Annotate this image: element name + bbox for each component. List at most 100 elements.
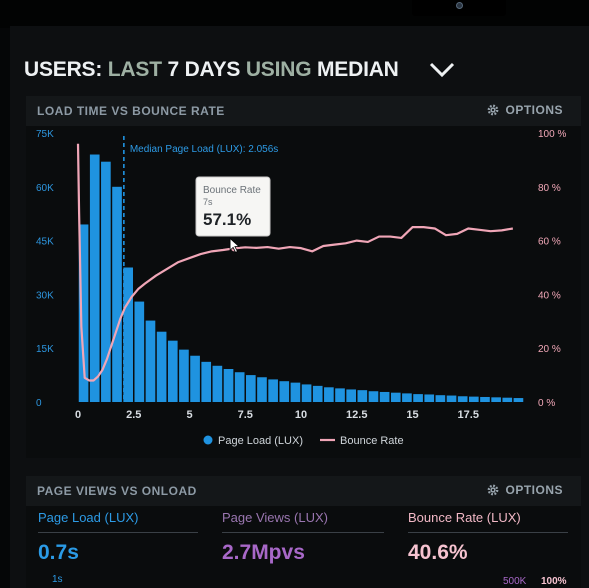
pageviews-options-button[interactable]: OPTIONS bbox=[487, 483, 563, 497]
bar-page-load[interactable] bbox=[190, 355, 200, 402]
kpi-page-views[interactable]: Page Views (LUX) 2.7Mpvs bbox=[222, 510, 384, 565]
bar-page-load[interactable] bbox=[134, 301, 145, 402]
y-right-tick-label: 60 % bbox=[538, 237, 561, 248]
bar-page-load[interactable] bbox=[324, 387, 334, 402]
kpi-value: 40.6% bbox=[408, 541, 468, 564]
y-left-tick-label: 45K bbox=[36, 237, 54, 248]
y-right-tick-label: 20 % bbox=[538, 344, 561, 355]
bar-page-load[interactable] bbox=[379, 391, 390, 402]
bar-page-load[interactable] bbox=[279, 381, 290, 402]
bar-page-load[interactable] bbox=[312, 385, 323, 402]
bar-page-load[interactable] bbox=[357, 390, 368, 402]
chart-panel-header: LOAD TIME VS BOUNCE RATE OPTIONS bbox=[26, 96, 581, 126]
legend-label-page-load[interactable]: Page Load (LUX) bbox=[218, 435, 303, 447]
bar-page-load[interactable] bbox=[246, 375, 256, 402]
y-right-tick-label: 100 % bbox=[538, 129, 566, 140]
chart-options-label: OPTIONS bbox=[505, 103, 563, 117]
footer-axis-label-rate: 100% bbox=[541, 576, 567, 587]
bar-page-load[interactable] bbox=[257, 377, 267, 402]
pageviews-options-label: OPTIONS bbox=[505, 483, 563, 497]
bar-page-load[interactable] bbox=[89, 154, 100, 402]
x-tick-label: 5 bbox=[186, 409, 192, 421]
tooltip-title: Bounce Rate bbox=[203, 185, 261, 196]
kpi-divider bbox=[222, 532, 384, 533]
bar-page-load[interactable] bbox=[179, 349, 189, 402]
x-tick-label: 17.5 bbox=[458, 409, 479, 421]
bar-page-load[interactable] bbox=[513, 398, 524, 402]
legend-label-bounce-rate[interactable]: Bounce Rate bbox=[340, 435, 404, 447]
bar-page-load[interactable] bbox=[112, 186, 122, 402]
y-left-tick-label: 60K bbox=[36, 183, 54, 194]
chart-panel-title: LOAD TIME VS BOUNCE RATE bbox=[37, 104, 225, 118]
bar-page-load[interactable] bbox=[167, 340, 178, 402]
kpi-divider bbox=[38, 532, 198, 533]
load-time-vs-bounce-rate-chart: 0 15K 30K 45K 60K 75K 0 % 20 % 40 % 60 % 80 % 100 … bbox=[36, 129, 566, 447]
bar-page-load[interactable] bbox=[335, 388, 345, 402]
kpi-value: 2.7Mpvs bbox=[222, 541, 305, 564]
legend-swatch-page-load bbox=[203, 435, 213, 445]
title-users: USERS: bbox=[24, 58, 103, 81]
x-tick-label: 2.5 bbox=[126, 409, 141, 421]
bar-page-load[interactable] bbox=[123, 267, 133, 403]
bar-page-load[interactable] bbox=[268, 379, 278, 402]
bar-page-load[interactable] bbox=[402, 393, 412, 402]
x-tick-label: 7.5 bbox=[238, 409, 253, 421]
y-left-tick-label: 30K bbox=[36, 290, 54, 301]
y-right-tick-label: 80 % bbox=[538, 183, 561, 194]
kpi-label: Page Views (LUX) bbox=[222, 510, 328, 525]
kpi-page-load[interactable]: Page Load (LUX) 0.7s bbox=[38, 510, 198, 565]
kpi-label: Page Load (LUX) bbox=[38, 510, 139, 525]
camera-icon bbox=[456, 2, 463, 9]
footer-axis-label-left: 1s bbox=[52, 574, 63, 585]
bar-page-load[interactable] bbox=[234, 372, 245, 402]
y-left-tick-label: 15K bbox=[36, 344, 54, 355]
bar-page-load[interactable] bbox=[145, 320, 156, 402]
bar-page-load[interactable] bbox=[446, 395, 457, 402]
bar-page-load[interactable] bbox=[212, 365, 223, 402]
bar-page-load[interactable] bbox=[480, 396, 490, 402]
chart-options-button[interactable]: OPTIONS bbox=[487, 103, 563, 117]
page-title: USERS: LAST 7 DAYS USING MEDIAN bbox=[24, 58, 399, 82]
bar-page-load[interactable] bbox=[491, 397, 501, 402]
y-right-tick-label: 0 % bbox=[538, 398, 555, 409]
bounce-rate-line[interactable] bbox=[76, 143, 514, 382]
pageviews-panel-header: PAGE VIEWS VS ONLOAD OPTIONS bbox=[26, 476, 581, 506]
title-range: 7 DAYS bbox=[167, 58, 241, 81]
x-tick-label: 15 bbox=[406, 409, 418, 421]
kpi-label: Bounce Rate (LUX) bbox=[408, 510, 521, 525]
bar-page-load[interactable] bbox=[346, 389, 356, 402]
footer-axis-label-views: 500K bbox=[503, 576, 527, 587]
median-annotation-label: Median Page Load (LUX): 2.056s bbox=[130, 144, 278, 155]
bar-page-load[interactable] bbox=[78, 224, 89, 402]
title-using: USING bbox=[245, 58, 312, 81]
x-tick-label: 10 bbox=[295, 409, 307, 421]
bar-page-load[interactable] bbox=[201, 361, 212, 402]
tooltip-box bbox=[195, 176, 271, 237]
gear-icon bbox=[488, 484, 499, 496]
bar-page-load[interactable] bbox=[469, 396, 479, 402]
title-last: LAST bbox=[107, 58, 162, 81]
bar-page-load[interactable] bbox=[435, 395, 446, 402]
bar-page-load[interactable] bbox=[390, 392, 401, 402]
title-aggregation[interactable]: MEDIAN bbox=[317, 58, 399, 81]
y-left-tick-label: 75K bbox=[36, 129, 54, 140]
kpi-bounce-rate[interactable]: Bounce Rate (LUX) 40.6% bbox=[408, 510, 568, 565]
bar-page-load[interactable] bbox=[156, 331, 167, 402]
pageviews-panel-title: PAGE VIEWS VS ONLOAD bbox=[37, 484, 197, 498]
bar-page-load[interactable] bbox=[223, 369, 234, 402]
chevron-down-icon[interactable] bbox=[428, 60, 458, 80]
tooltip-value: 57.1% bbox=[203, 210, 251, 229]
bar-page-load[interactable] bbox=[457, 396, 468, 402]
mouse-cursor-icon bbox=[229, 237, 240, 253]
tooltip-subtitle: 7s bbox=[203, 197, 213, 207]
bar-page-load[interactable] bbox=[301, 384, 312, 402]
bar-page-load[interactable] bbox=[290, 382, 301, 402]
bar-page-load[interactable] bbox=[424, 394, 435, 402]
bar-page-load[interactable] bbox=[101, 161, 111, 402]
y-left-tick-label: 0 bbox=[36, 398, 42, 409]
bar-page-load[interactable] bbox=[368, 391, 379, 402]
y-right-tick-label: 40 % bbox=[538, 290, 561, 301]
bar-page-load[interactable] bbox=[502, 397, 513, 402]
x-tick-label: 12.5 bbox=[346, 409, 367, 421]
bar-page-load[interactable] bbox=[413, 394, 423, 402]
